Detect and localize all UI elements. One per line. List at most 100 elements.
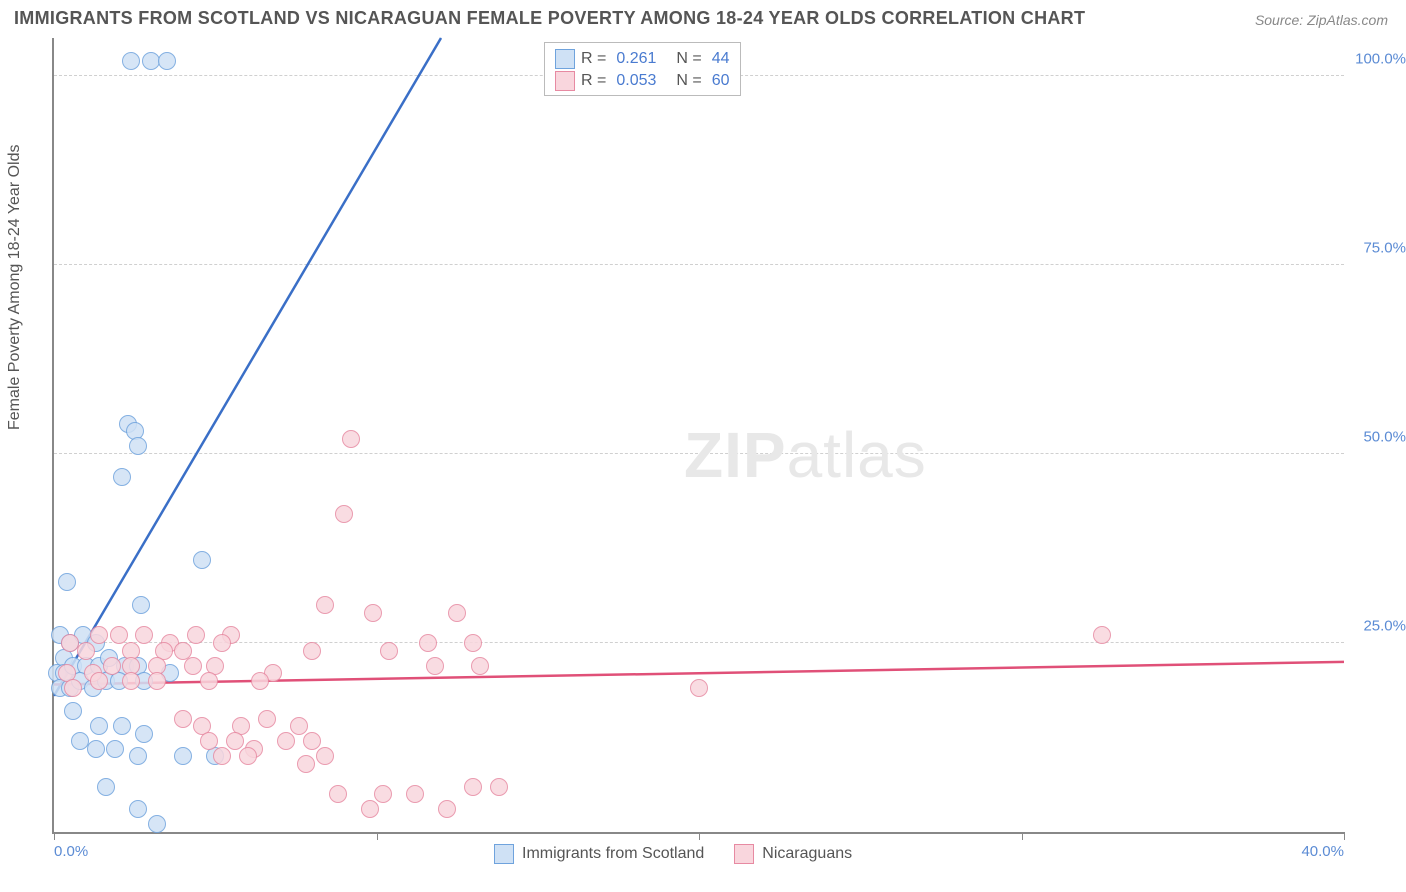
data-point xyxy=(406,785,424,803)
x-tick xyxy=(377,832,378,840)
data-point xyxy=(184,657,202,675)
data-point xyxy=(448,604,466,622)
legend-r-label: R = xyxy=(581,50,606,68)
data-point xyxy=(64,702,82,720)
legend-row: R = 0.053 N = 60 xyxy=(555,71,730,91)
data-point xyxy=(129,437,147,455)
legend-item: Nicaraguans xyxy=(734,844,852,864)
data-point xyxy=(464,778,482,796)
data-point xyxy=(277,732,295,750)
source-prefix: Source: xyxy=(1255,12,1307,28)
data-point xyxy=(374,785,392,803)
data-point xyxy=(471,657,489,675)
data-point xyxy=(213,747,231,765)
legend-series-label: Immigrants from Scotland xyxy=(522,845,704,863)
data-point xyxy=(110,626,128,644)
data-point xyxy=(335,505,353,523)
data-point xyxy=(438,800,456,818)
legend-r-value: 0.261 xyxy=(616,50,656,68)
legend-swatch xyxy=(734,844,754,864)
legend-n-value: 44 xyxy=(712,50,730,68)
y-tick-label: 50.0% xyxy=(1351,428,1406,445)
data-point xyxy=(193,551,211,569)
chart-title: IMMIGRANTS FROM SCOTLAND VS NICARAGUAN F… xyxy=(14,8,1085,29)
data-point xyxy=(103,657,121,675)
data-point xyxy=(239,747,257,765)
y-tick-label: 75.0% xyxy=(1351,239,1406,256)
plot-area: ZIPatlas R =0.261N =44R =0.053N =60 Immi… xyxy=(52,38,1344,834)
data-point xyxy=(113,468,131,486)
data-point xyxy=(690,679,708,697)
data-point xyxy=(200,672,218,690)
legend-swatch xyxy=(555,71,575,91)
data-point xyxy=(135,626,153,644)
x-tick xyxy=(1022,832,1023,840)
data-point xyxy=(316,596,334,614)
data-point xyxy=(187,626,205,644)
data-point xyxy=(90,626,108,644)
legend-n-value: 60 xyxy=(712,72,730,90)
data-point xyxy=(303,732,321,750)
data-point xyxy=(158,52,176,70)
data-point xyxy=(342,430,360,448)
data-point xyxy=(148,815,166,833)
legend-swatch xyxy=(494,844,514,864)
data-point xyxy=(364,604,382,622)
data-point xyxy=(419,634,437,652)
data-point xyxy=(297,755,315,773)
source-attribution: Source: ZipAtlas.com xyxy=(1255,12,1388,28)
legend-row: R = 0.261 N = 44 xyxy=(555,49,730,69)
data-point xyxy=(200,732,218,750)
data-point xyxy=(90,717,108,735)
data-point xyxy=(213,634,231,652)
legend-r-label: R = xyxy=(581,72,606,90)
x-tick-label: 0.0% xyxy=(54,843,88,860)
data-point xyxy=(490,778,508,796)
data-point xyxy=(113,717,131,735)
x-tick xyxy=(54,832,55,840)
data-point xyxy=(106,740,124,758)
data-point xyxy=(426,657,444,675)
data-point xyxy=(87,740,105,758)
data-point xyxy=(77,642,95,660)
data-point xyxy=(135,725,153,743)
legend-n-label: N = xyxy=(676,50,701,68)
data-point xyxy=(129,747,147,765)
data-point xyxy=(226,732,244,750)
data-point xyxy=(316,747,334,765)
data-point xyxy=(251,672,269,690)
data-point xyxy=(129,800,147,818)
data-point xyxy=(380,642,398,660)
data-point xyxy=(303,642,321,660)
source-name: ZipAtlas.com xyxy=(1307,12,1388,28)
y-axis-label: Female Poverty Among 18-24 Year Olds xyxy=(6,145,24,431)
data-point xyxy=(174,747,192,765)
legend-n-label: N = xyxy=(676,72,701,90)
data-point xyxy=(290,717,308,735)
data-point xyxy=(97,778,115,796)
x-tick-label: 40.0% xyxy=(1301,843,1344,860)
data-point xyxy=(329,785,347,803)
y-tick-label: 100.0% xyxy=(1351,50,1406,67)
correlation-legend: R = 0.261 N = 44 R = 0.053 N = 60 xyxy=(544,42,741,96)
data-point xyxy=(58,573,76,591)
legend-series-label: Nicaraguans xyxy=(762,845,852,863)
legend-r-value: 0.053 xyxy=(616,72,656,90)
data-point xyxy=(361,800,379,818)
y-tick-label: 25.0% xyxy=(1351,617,1406,634)
data-point xyxy=(174,710,192,728)
data-point xyxy=(122,672,140,690)
trend-lines-layer xyxy=(54,38,1344,832)
trend-line xyxy=(54,38,441,696)
data-point xyxy=(122,52,140,70)
data-point xyxy=(132,596,150,614)
x-tick xyxy=(699,832,700,840)
data-point xyxy=(258,710,276,728)
data-point xyxy=(64,679,82,697)
data-point xyxy=(90,672,108,690)
legend-item: Immigrants from Scotland xyxy=(494,844,704,864)
data-point xyxy=(1093,626,1111,644)
legend-swatch xyxy=(555,49,575,69)
data-point xyxy=(148,672,166,690)
data-point xyxy=(464,634,482,652)
